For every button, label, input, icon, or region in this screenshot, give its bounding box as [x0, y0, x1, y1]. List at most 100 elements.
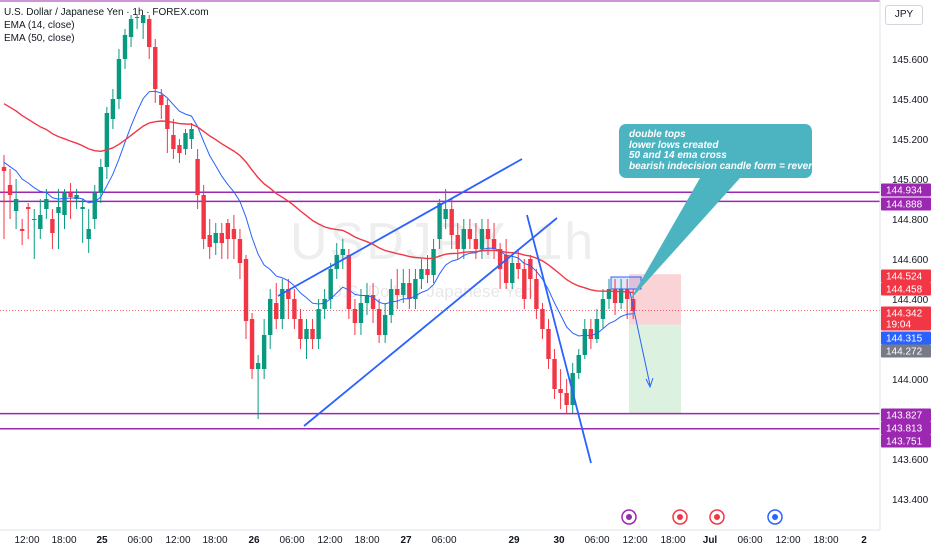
candle-body: [171, 135, 176, 149]
time-tick-label: 12:00: [775, 535, 800, 546]
candle-body: [443, 209, 448, 219]
candle-body: [479, 229, 485, 249]
time-axis[interactable]: 12:00 18:00 25 06:00 12:00 18:00 26 06:00 12:00 1…: [0, 529, 880, 546]
candle-body: [140, 15, 146, 23]
time-tick-label: 30: [553, 535, 565, 546]
candle: [449, 199, 454, 249]
time-tick-label: 06:00: [127, 535, 152, 546]
candle: [243, 255, 249, 339]
analysis-note[interactable]: double tops lower lows created 50 and 14…: [619, 124, 826, 178]
candle-body: [128, 19, 134, 37]
candle-body: [177, 145, 182, 153]
candle-body: [358, 303, 364, 323]
time-tick-label: 18:00: [202, 535, 227, 546]
symbol-title[interactable]: U.S. Dollar / Japanese Yen · 1h · FOREX.…: [4, 7, 209, 18]
candle-body: [159, 95, 164, 105]
ema-lines: [3, 90, 634, 337]
candle-body: [346, 255, 352, 309]
candle: [413, 269, 418, 309]
price-label-bg: [881, 434, 931, 448]
candle: [98, 159, 103, 203]
candle-body: [413, 279, 418, 299]
candle-body: [183, 133, 188, 149]
candle-body: [419, 269, 424, 279]
stop-loss-zone: [629, 274, 681, 325]
candle-body: [401, 283, 406, 295]
time-tick-label: 18:00: [660, 535, 685, 546]
candle: [370, 283, 376, 323]
candle-body: [201, 195, 206, 239]
candle-body: [516, 263, 521, 269]
note-line: double tops: [629, 129, 686, 140]
event-icon-dot: [772, 514, 778, 520]
candle: [274, 283, 279, 329]
candle: [479, 219, 485, 259]
time-tick-label: 18:00: [354, 535, 379, 546]
price-label-text: 143.813: [886, 424, 923, 435]
projection-arrowhead: [645, 377, 654, 389]
candle-body: [80, 207, 85, 209]
candle-body: [255, 363, 261, 369]
candle-body: [92, 193, 97, 219]
candle: [92, 185, 97, 229]
candle-body: [588, 329, 594, 339]
candle: [237, 229, 243, 279]
candle-body: [340, 249, 345, 255]
trend-lines: [277, 158, 740, 464]
candle: [485, 219, 491, 255]
candle-body: [558, 389, 563, 393]
candle-body: [7, 185, 13, 195]
candle: [594, 309, 600, 343]
price-tick-label: 144.800: [892, 215, 929, 226]
candle: [407, 269, 412, 309]
price-axis[interactable]: 145.600 145.400 145.200 145.000 144.800 144.6…: [879, 0, 932, 550]
price-label-text: 144.272: [886, 347, 923, 358]
candle: [467, 219, 473, 249]
price-label-bg: [881, 306, 931, 331]
candle-body: [485, 229, 491, 239]
candle-body: [606, 289, 612, 299]
candle-body: [624, 289, 630, 299]
event-icon-dot: [714, 514, 720, 520]
candle: [189, 123, 194, 149]
candle: [219, 223, 224, 259]
candle-body: [528, 259, 533, 279]
candle-body: [322, 299, 327, 309]
candle-body: [165, 105, 170, 129]
candle: [600, 289, 606, 329]
candle: [261, 319, 267, 379]
candle: [159, 89, 164, 119]
price-label-bg: [881, 282, 931, 296]
candle-body: [552, 359, 557, 389]
event-icon-dot: [626, 514, 632, 520]
ema50-legend[interactable]: EMA (50, close): [4, 33, 75, 44]
candle-body: [491, 239, 497, 249]
candle: [582, 319, 587, 359]
price-label-text: 144.315: [886, 334, 923, 345]
candle: [534, 269, 539, 319]
currency-button[interactable]: JPY: [885, 5, 923, 25]
us-flag-icon: [767, 509, 783, 525]
candle: [612, 279, 618, 315]
candle: [624, 279, 630, 319]
take-profit-zone: [629, 324, 681, 414]
candle: [364, 283, 370, 315]
candle-body: [116, 59, 122, 99]
candle-body: [503, 255, 509, 283]
projection-arrow: [629, 291, 651, 386]
candle: [425, 255, 430, 283]
price-tick-label: 144.600: [892, 255, 929, 266]
ema14-legend[interactable]: EMA (14, close): [4, 20, 75, 31]
candle: [140, 15, 146, 39]
candle: [280, 279, 285, 329]
note-line: lower lows created: [629, 139, 719, 151]
candle-body: [395, 289, 400, 295]
candle: [13, 179, 19, 229]
candle: [443, 189, 448, 229]
event-icon: [621, 509, 637, 525]
candle-body: [582, 329, 587, 355]
price-tick-label: 143.600: [892, 455, 929, 466]
candle: [358, 289, 364, 335]
candle: [7, 169, 13, 219]
